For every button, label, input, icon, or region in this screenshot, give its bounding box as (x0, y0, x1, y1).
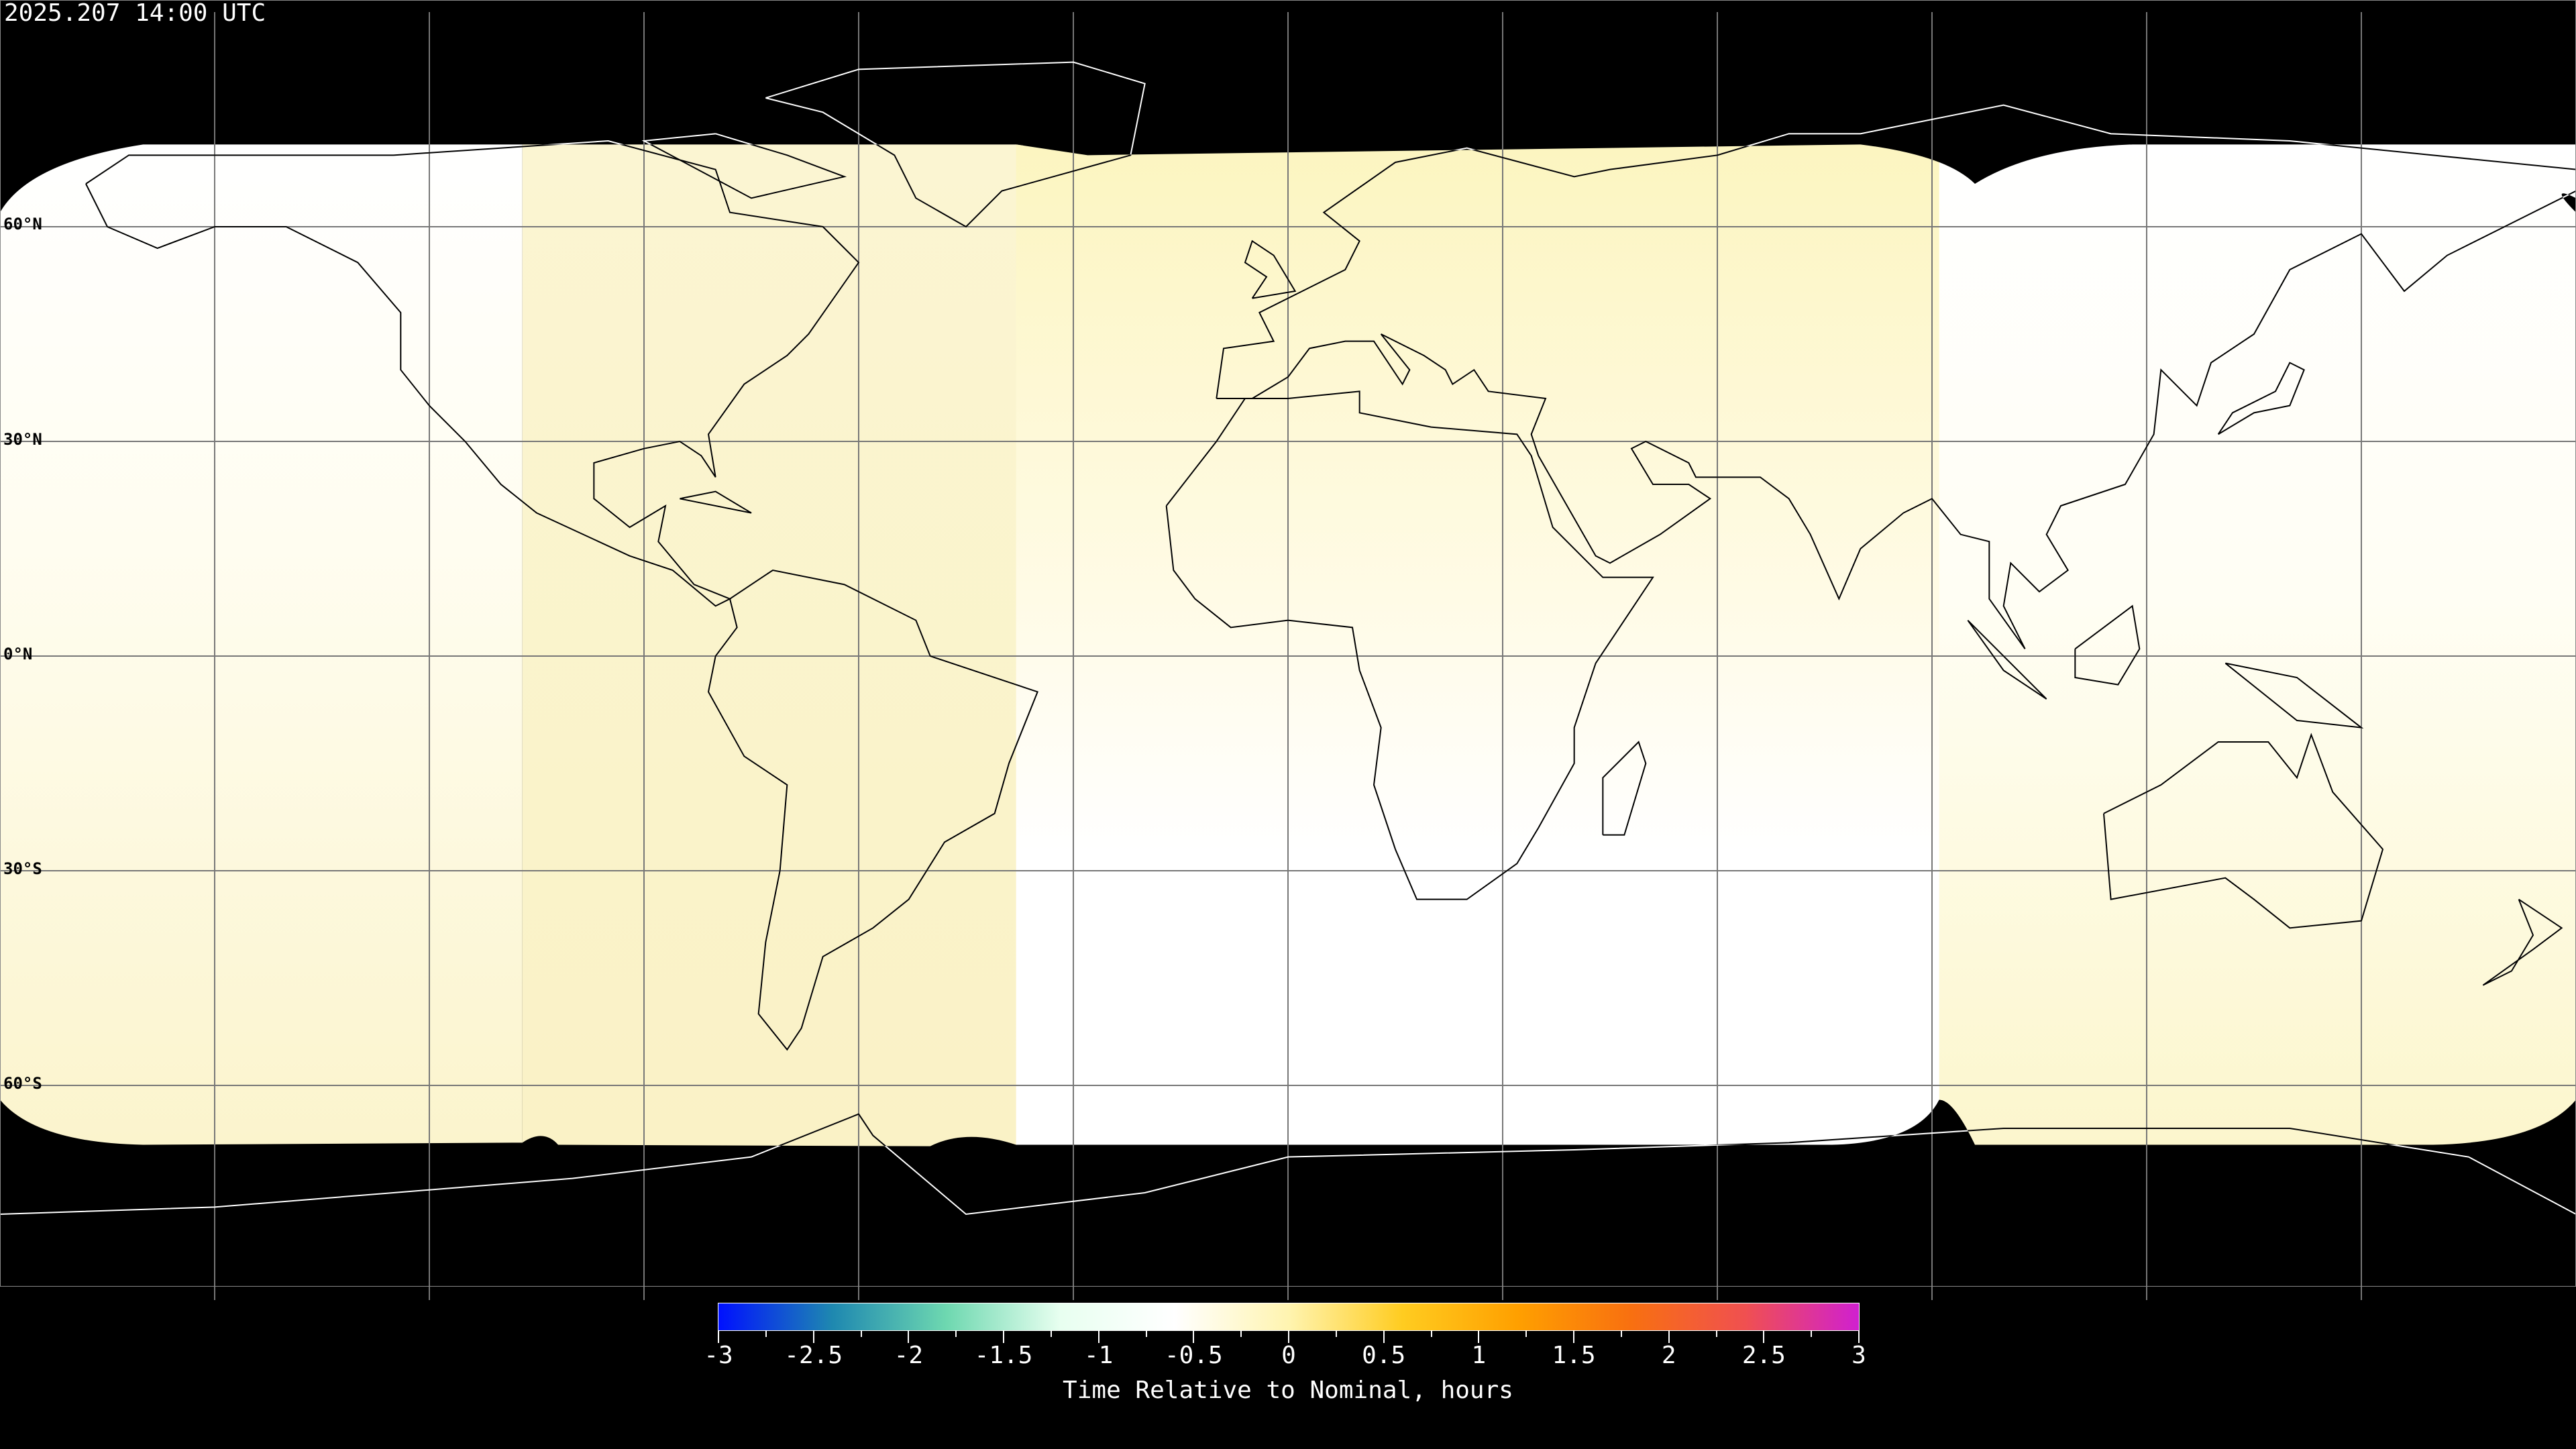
colorbar-tick-label: 2 (1661, 1342, 1676, 1369)
colorbar-tick-label: 2.5 (1741, 1342, 1786, 1369)
colorbar-tick (1240, 1331, 1242, 1337)
lat-label-30n: 30°N (3, 430, 42, 449)
coastline (2218, 363, 2304, 435)
colorbar-tick (1811, 1331, 1813, 1337)
world-map (0, 12, 2576, 1300)
colorbar-tick (812, 1331, 814, 1343)
colorbar-tick-label: 0.5 (1362, 1342, 1406, 1369)
coastline (708, 570, 1038, 1050)
colorbar-tick (765, 1331, 767, 1337)
colorbar-tick (1288, 1331, 1289, 1343)
colorbar-tick (1715, 1331, 1717, 1337)
colorbar-tick (1763, 1331, 1765, 1343)
timestamp-title: 2025.207 14:00 UTC (4, 0, 266, 27)
colorbar-tick (860, 1331, 862, 1337)
colorbar-tick (1668, 1331, 1670, 1343)
coastline (86, 141, 859, 606)
colorbar-tick (1383, 1331, 1385, 1343)
colorbar-tick-label: 1 (1471, 1342, 1487, 1369)
coastline (2483, 900, 2561, 985)
colorbar-tick (955, 1331, 957, 1337)
colorbar-tick (1097, 1331, 1099, 1343)
coastline (644, 133, 845, 198)
coastline (0, 1114, 2576, 1214)
coastline (2225, 663, 2361, 728)
lat-label-30s: 30°S (3, 859, 42, 878)
colorbar-tick-label: -3 (704, 1342, 733, 1369)
colorbar-tick-label: -1.5 (974, 1342, 1033, 1369)
graticule (0, 12, 2576, 1300)
coastline (1216, 105, 2576, 398)
colorbar-tick (1620, 1331, 1622, 1337)
colorbar-tick-label: 1.5 (1552, 1342, 1596, 1369)
coastline (2104, 735, 2383, 928)
coastline (1603, 742, 1646, 835)
lat-label-60n: 60°N (3, 215, 42, 233)
colorbar-tick-label: 0 (1281, 1342, 1296, 1369)
coastline (765, 62, 1144, 227)
colorbar-tick (1525, 1331, 1527, 1337)
colorbar-tick-label: -1 (1083, 1342, 1114, 1369)
coastline (1216, 191, 2576, 649)
coastline (2075, 606, 2139, 684)
colorbar-tick-label: -0.5 (1164, 1342, 1223, 1369)
colorbar-ticks (718, 1331, 1860, 1351)
colorbar-tick-label: 3 (1851, 1342, 1866, 1369)
coastlines-on-coverage (0, 62, 2576, 1214)
lat-label-60s: 60°S (3, 1074, 42, 1093)
colorbar-tick (1193, 1331, 1195, 1343)
colorbar-tick (1145, 1331, 1147, 1337)
colorbar-tick-label: -2 (894, 1342, 924, 1369)
coverage-region (0, 144, 2576, 1146)
colorbar-tick (1858, 1331, 1860, 1343)
colorbar-tick (1478, 1331, 1480, 1343)
coastline (1245, 241, 1295, 298)
colorbar-tick-label: -2.5 (784, 1342, 843, 1369)
colorbar-tick (908, 1331, 910, 1343)
colorbar-tick (1430, 1331, 1432, 1337)
coastline (680, 492, 751, 513)
coastline (1968, 621, 2046, 699)
lat-label-0n: 0°N (3, 645, 33, 663)
colorbar-tick (1003, 1331, 1004, 1343)
colorbar-tick (718, 1331, 719, 1343)
colorbar-tick (1050, 1331, 1052, 1337)
coastline (1167, 391, 1653, 899)
colorbar (718, 1303, 1860, 1331)
colorbar-tick (1573, 1331, 1574, 1343)
colorbar-label: Time Relative to Nominal, hours (1063, 1377, 1513, 1404)
colorbar-tick (1335, 1331, 1337, 1337)
